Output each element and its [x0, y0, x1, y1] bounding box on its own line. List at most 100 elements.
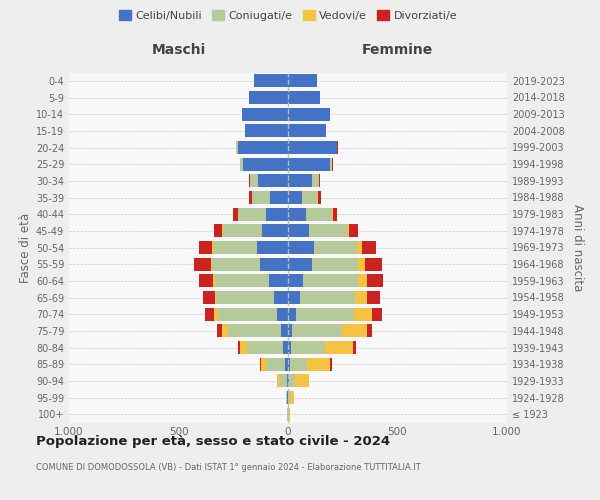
Bar — [288, 191, 302, 204]
Bar — [211, 258, 212, 270]
Bar — [261, 358, 266, 370]
Bar — [367, 324, 373, 338]
Bar — [283, 341, 288, 354]
Bar — [288, 141, 337, 154]
Bar — [329, 358, 332, 370]
Bar — [215, 274, 269, 287]
Bar — [353, 341, 356, 354]
Bar — [212, 241, 214, 254]
Bar — [318, 191, 321, 204]
Bar — [295, 374, 309, 388]
Bar — [306, 208, 332, 220]
Legend: Celibi/Nubili, Coniugati/e, Vedovi/e, Divorziati/e: Celibi/Nubili, Coniugati/e, Vedovi/e, Di… — [114, 6, 462, 25]
Bar — [311, 258, 358, 270]
Bar — [288, 224, 310, 237]
Text: Maschi: Maschi — [151, 42, 206, 56]
Bar — [349, 224, 358, 237]
Bar — [247, 341, 283, 354]
Bar — [214, 241, 257, 254]
Y-axis label: Anni di nascita: Anni di nascita — [571, 204, 584, 291]
Bar — [332, 208, 333, 220]
Bar — [240, 158, 243, 170]
Bar — [236, 141, 238, 154]
Text: Femmine: Femmine — [362, 42, 433, 56]
Bar — [289, 374, 295, 388]
Bar — [243, 158, 288, 170]
Bar — [249, 191, 252, 204]
Bar — [280, 374, 287, 388]
Bar — [290, 358, 307, 370]
Bar — [355, 291, 367, 304]
Bar — [347, 224, 349, 237]
Bar — [288, 308, 296, 320]
Bar — [289, 391, 290, 404]
Bar — [358, 258, 365, 270]
Bar — [270, 191, 288, 204]
Bar — [222, 324, 229, 338]
Bar — [238, 208, 266, 220]
Bar — [229, 324, 281, 338]
Bar — [371, 308, 382, 320]
Bar — [277, 308, 288, 320]
Bar — [354, 308, 371, 320]
Y-axis label: Fasce di età: Fasce di età — [19, 212, 32, 282]
Bar — [325, 341, 353, 354]
Text: Popolazione per età, sesso e stato civile - 2024: Popolazione per età, sesso e stato civil… — [36, 435, 390, 448]
Bar — [252, 191, 270, 204]
Bar — [214, 224, 222, 237]
Bar — [274, 291, 288, 304]
Bar — [266, 208, 288, 220]
Bar — [257, 241, 288, 254]
Bar — [259, 174, 288, 188]
Bar — [214, 308, 218, 320]
Bar — [333, 208, 337, 220]
Bar — [358, 274, 367, 287]
Bar — [249, 91, 288, 104]
Bar — [212, 258, 260, 270]
Bar — [288, 274, 304, 287]
Bar — [319, 174, 320, 188]
Bar — [343, 324, 367, 338]
Bar — [286, 391, 287, 404]
Bar — [245, 124, 288, 138]
Bar — [260, 258, 288, 270]
Bar — [205, 308, 214, 320]
Bar — [288, 108, 330, 120]
Bar — [233, 208, 238, 220]
Bar — [288, 74, 317, 88]
Bar — [288, 158, 330, 170]
Bar — [199, 274, 214, 287]
Bar — [367, 274, 383, 287]
Bar — [254, 74, 288, 88]
Bar — [217, 324, 223, 338]
Bar — [218, 308, 277, 320]
Bar — [240, 341, 247, 354]
Bar — [290, 391, 295, 404]
Bar — [266, 358, 286, 370]
Bar — [288, 241, 314, 254]
Bar — [288, 374, 289, 388]
Bar — [217, 291, 274, 304]
Bar — [250, 174, 259, 188]
Bar — [292, 324, 343, 338]
Bar — [302, 191, 317, 204]
Bar — [199, 241, 212, 254]
Bar — [314, 241, 357, 254]
Bar — [215, 291, 217, 304]
Bar — [238, 141, 288, 154]
Bar — [291, 341, 325, 354]
Bar — [310, 224, 347, 237]
Bar — [260, 358, 261, 370]
Bar — [203, 291, 215, 304]
Bar — [307, 358, 329, 370]
Bar — [311, 174, 319, 188]
Bar — [357, 241, 362, 254]
Bar — [222, 224, 223, 237]
Bar — [286, 358, 288, 370]
Bar — [288, 358, 290, 370]
Bar — [269, 274, 288, 287]
Bar — [249, 174, 250, 188]
Bar — [287, 391, 288, 404]
Bar — [304, 274, 358, 287]
Bar — [365, 258, 382, 270]
